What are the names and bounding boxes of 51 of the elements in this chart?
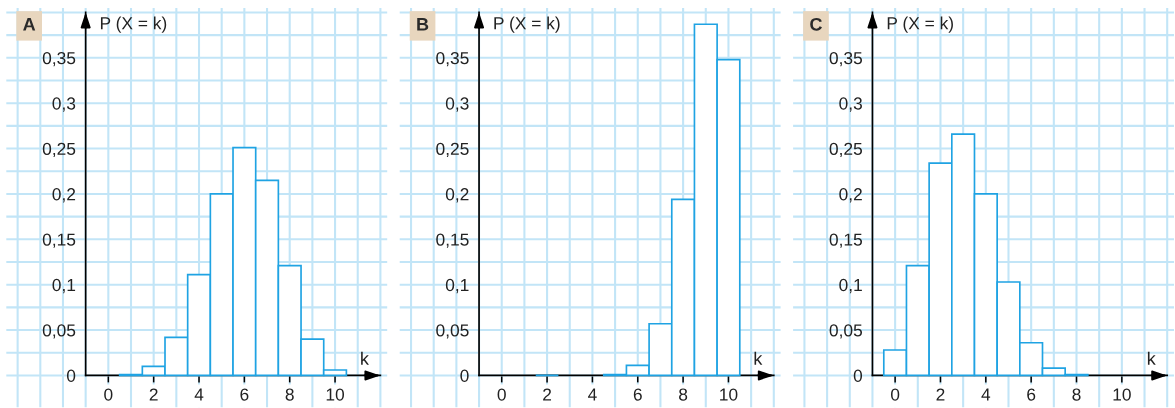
x-tick-label: 0 <box>104 388 113 401</box>
x-tick-label: 8 <box>1072 388 1081 401</box>
y-tick-label: 0,25 <box>42 142 76 158</box>
x-tick-label: 10 <box>1113 388 1131 401</box>
x-tick-label: 10 <box>720 388 738 401</box>
y-tick-label: 0,35 <box>436 51 469 67</box>
x-axis-title: k <box>754 351 763 365</box>
chart-title: B <box>417 18 429 31</box>
x-axis-title: k <box>1147 351 1156 365</box>
y-tick-label: 0,3 <box>839 97 862 112</box>
y-tick-label: 0,1 <box>839 278 862 294</box>
y-tick-label: 0 <box>460 369 469 382</box>
x-tick-label: 8 <box>679 388 688 401</box>
y-tick-label: 0,05 <box>436 324 469 339</box>
x-tick-label: 0 <box>497 388 506 401</box>
x-tick-label: 4 <box>194 388 204 401</box>
y-tick-label: 0 <box>853 369 863 382</box>
y-tick-label: 0,05 <box>829 324 863 339</box>
x-tick-label: 0 <box>890 388 900 401</box>
y-tick-label: 0,2 <box>52 188 76 203</box>
y-axis-title: P (X = k) <box>494 16 560 33</box>
x-tick-label: 2 <box>936 388 945 401</box>
x-tick-label: 6 <box>240 388 249 401</box>
x-tick-label: 4 <box>587 388 597 401</box>
y-tick-label: 0,25 <box>436 142 469 158</box>
x-tick-label: 2 <box>149 388 158 401</box>
y-axis-title: P (X = k) <box>100 16 167 33</box>
y-tick-label: 0,3 <box>445 97 469 112</box>
x-tick-label: 10 <box>326 388 345 401</box>
chart-title: C <box>810 17 822 31</box>
y-tick-label: 0,1 <box>445 278 469 294</box>
y-tick-label: 0,3 <box>52 97 76 112</box>
x-tick-label: 8 <box>285 388 294 401</box>
y-tick-label: 0,15 <box>829 233 863 248</box>
y-tick-label: 0,2 <box>445 188 469 203</box>
y-tick-label: 0,15 <box>42 233 76 248</box>
x-tick-label: 2 <box>543 388 552 401</box>
y-tick-label: 0,35 <box>42 51 76 67</box>
x-axis-title: k <box>361 351 369 365</box>
y-tick-label: 0,1 <box>52 278 76 294</box>
y-axis-title: P (X = k) <box>887 16 953 33</box>
y-tick-label: 0,05 <box>42 324 76 339</box>
x-tick-label: 4 <box>981 388 991 401</box>
y-tick-label: 0 <box>66 369 76 382</box>
y-tick-label: 0,15 <box>436 233 469 248</box>
x-tick-label: 6 <box>633 388 642 401</box>
chart-title: A <box>23 18 36 31</box>
y-tick-label: 0,2 <box>839 188 862 203</box>
x-tick-label: 6 <box>1027 388 1036 401</box>
y-tick-label: 0,25 <box>829 142 863 158</box>
y-tick-label: 0,35 <box>829 51 863 67</box>
